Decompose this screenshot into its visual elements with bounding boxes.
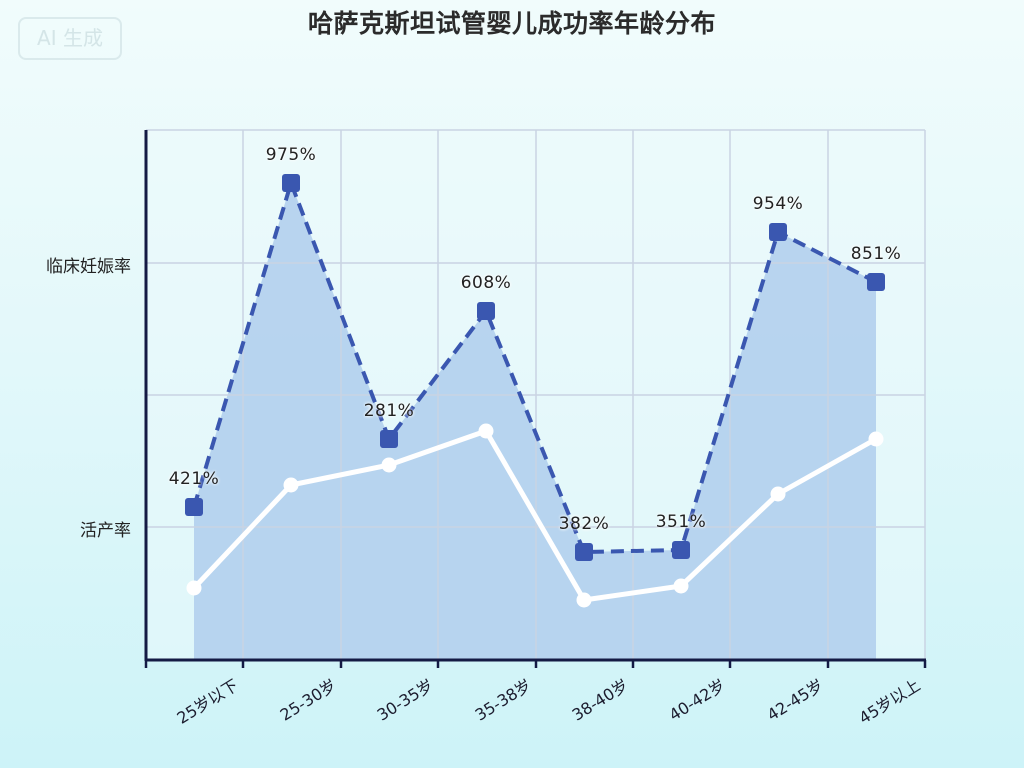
pregnancy-marker [672,541,690,559]
live-birth-marker [868,431,884,447]
pregnancy-marker [867,273,885,291]
pregnancy-marker [477,302,495,320]
data-label: 608% [460,273,512,293]
data-label: 851% [850,244,902,264]
data-label: 975% [265,145,317,165]
pregnancy-marker [282,174,300,192]
pregnancy-rate-line [192,176,877,555]
pregnancy-marker [185,498,203,516]
live-birth-marker [186,580,202,596]
data-label: 421% [168,469,220,489]
live-birth-marker [770,486,786,502]
pregnancy-marker [380,430,398,448]
y-tick-label-live-birth: 活产率 [80,521,131,541]
pregnancy-area-fill [194,183,876,660]
live-birth-marker [283,477,299,493]
live-birth-marker [673,578,689,594]
data-label: 351% [655,512,707,532]
live-birth-rate-line [192,428,878,603]
data-label: 954% [752,194,804,214]
ai-generated-watermark: AI 生成 [18,17,122,60]
live-birth-marker [478,423,494,439]
live-birth-marker [576,592,592,608]
data-label: 382% [558,514,610,534]
live-birth-marker [381,457,397,473]
y-tick-label-pregnancy: 临床妊娠率 [46,257,131,277]
data-label: 281% [363,401,415,421]
pregnancy-marker [575,543,593,561]
chart-title: 哈萨克斯坦试管婴儿成功率年龄分布 [307,9,716,38]
pregnancy-marker [769,223,787,241]
